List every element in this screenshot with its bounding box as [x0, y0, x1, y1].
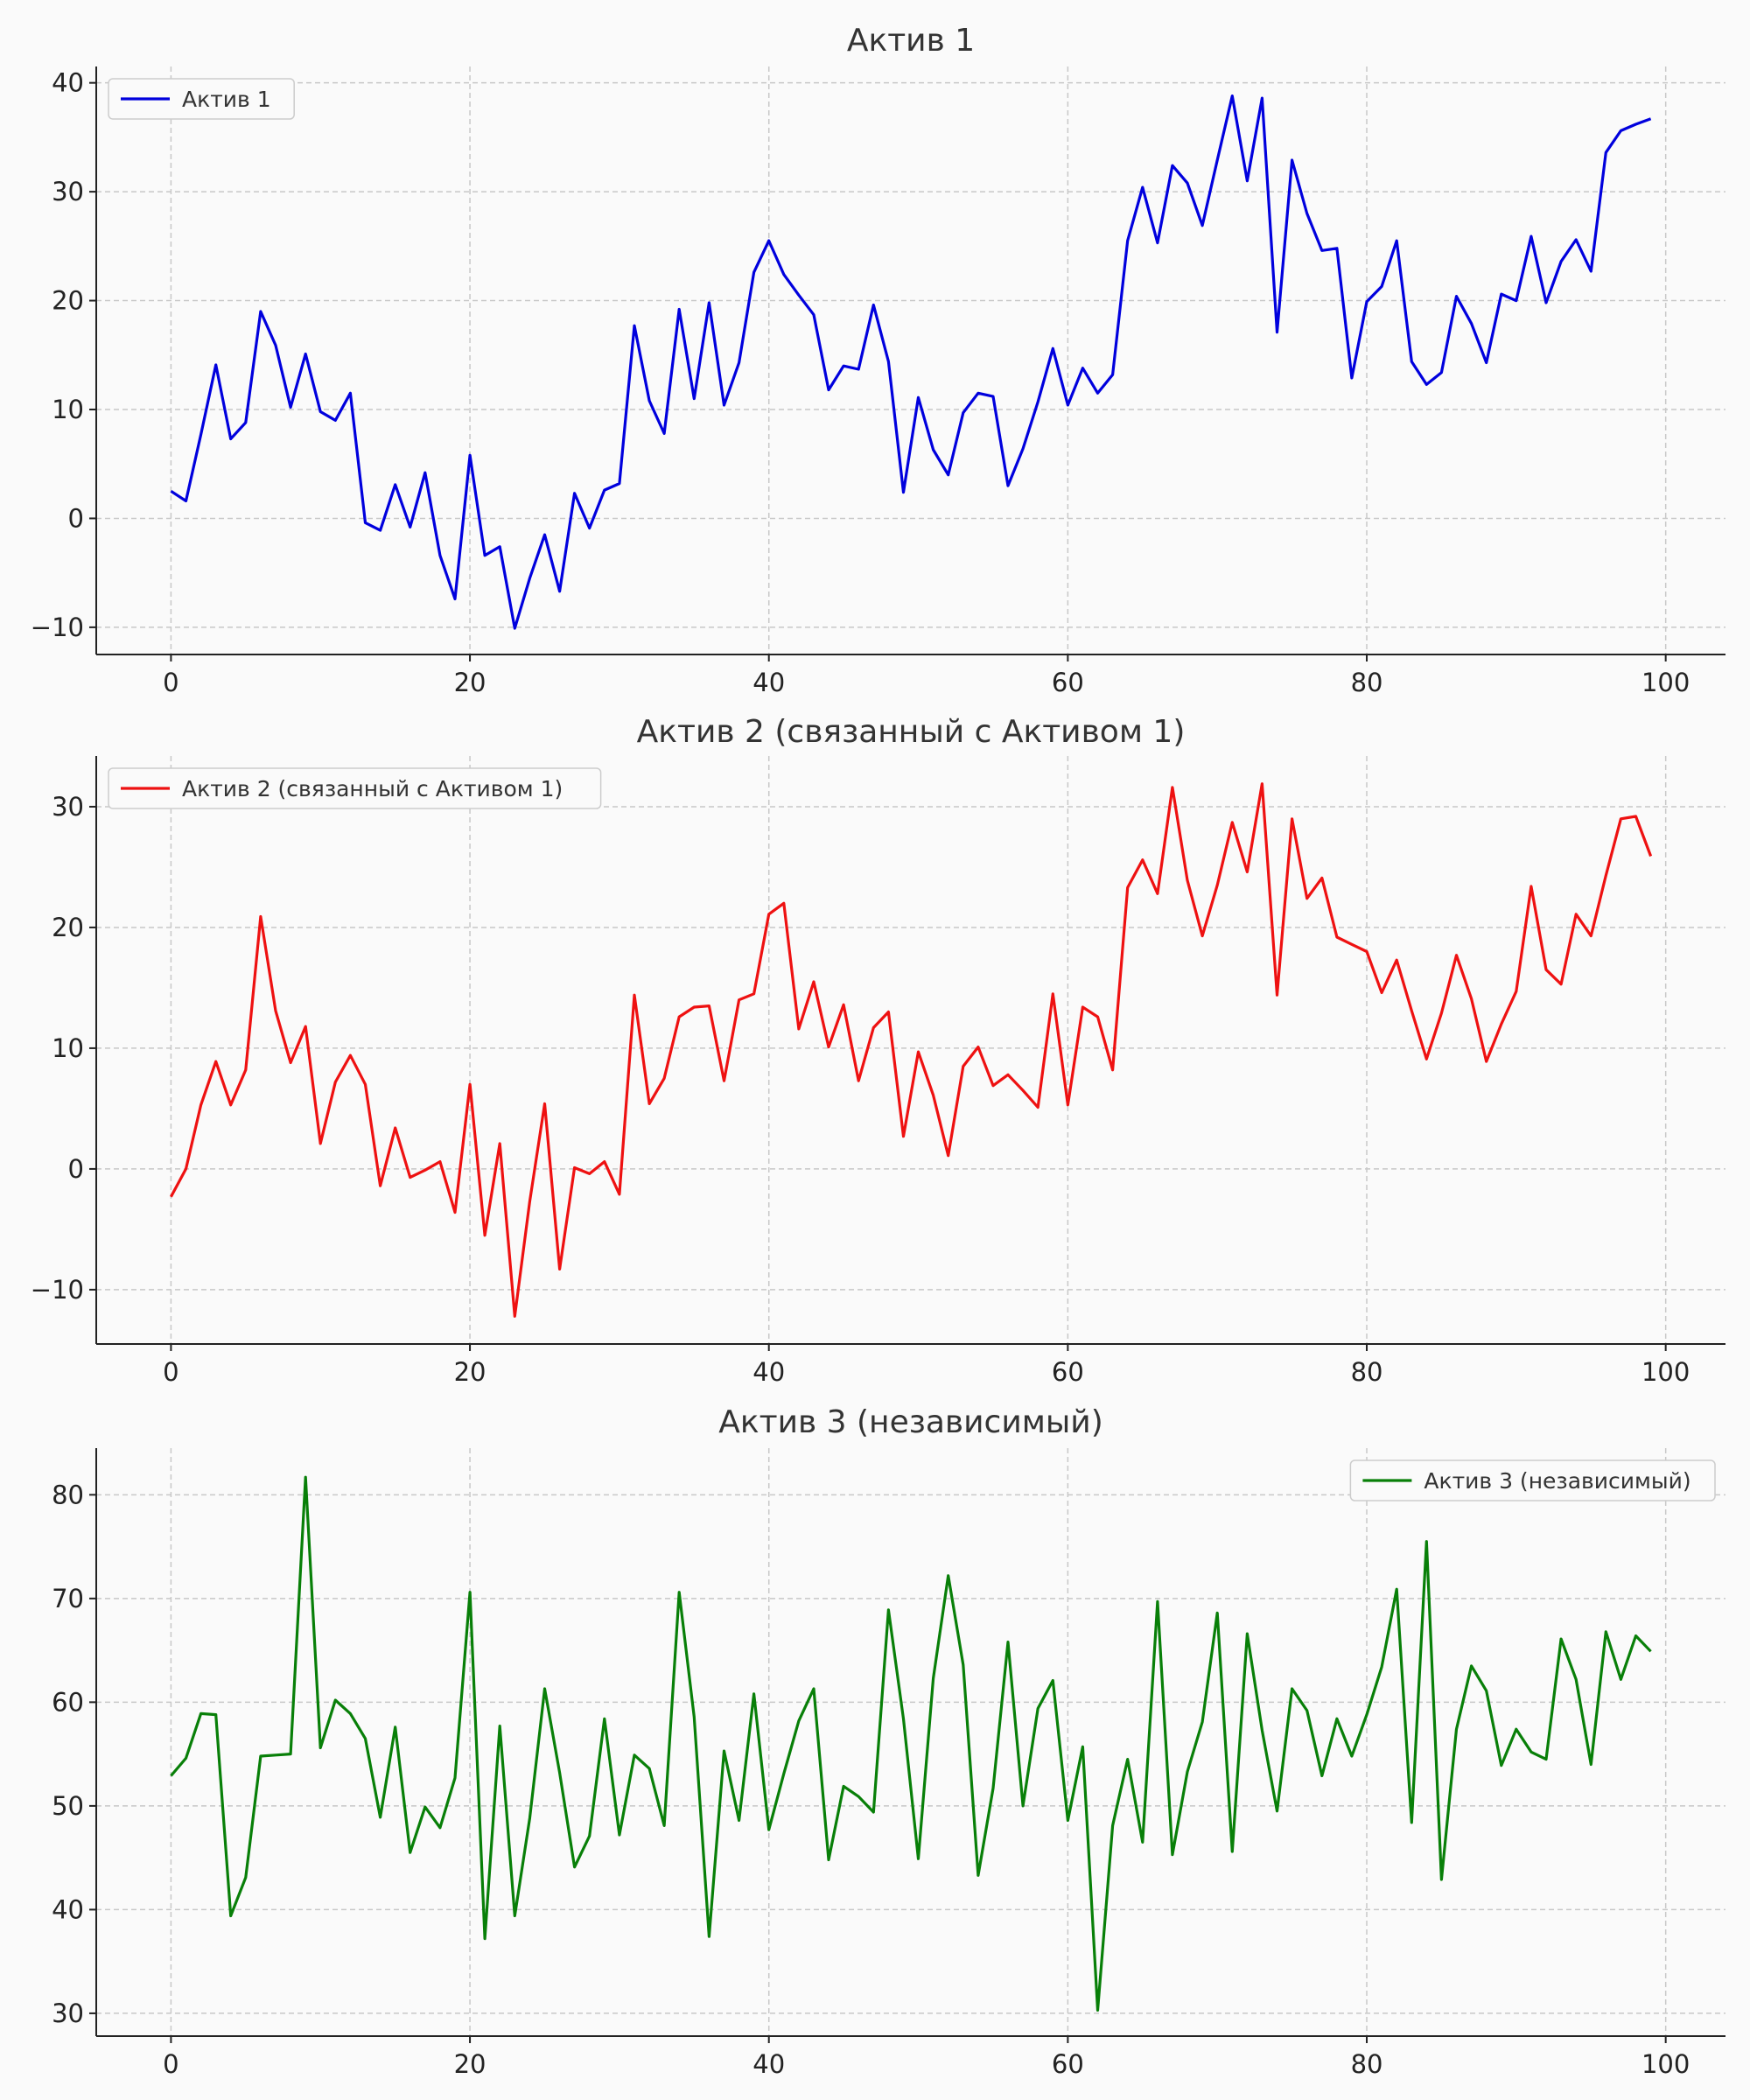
grid-lines — [96, 66, 1726, 654]
x-tick-label: 100 — [1642, 2049, 1690, 2079]
chart-title: Актив 1 — [847, 23, 975, 59]
y-tick-label: 40 — [52, 68, 84, 98]
y-tick-label: 20 — [52, 286, 84, 316]
y-tick-label: 30 — [52, 1998, 84, 2028]
y-tick-label: 60 — [52, 1687, 84, 1717]
y-tick-label: 10 — [52, 1033, 84, 1063]
y-tick-label: 20 — [52, 913, 84, 942]
x-tick-label: 100 — [1642, 668, 1690, 697]
y-tick-label: 10 — [52, 395, 84, 424]
x-tick-label: 0 — [163, 2049, 178, 2079]
x-tick-label: 20 — [454, 2049, 486, 2079]
chart-title: Актив 3 (независимый) — [718, 1404, 1103, 1440]
legend: Актив 3 (независимый) — [1349, 1460, 1716, 1502]
legend-box — [108, 767, 602, 809]
legend: Актив 2 (связанный с Активом 1) — [108, 767, 602, 809]
x-tick-label: 80 — [1351, 2049, 1383, 2079]
x-tick-label: 40 — [752, 668, 785, 697]
x-tick-label: 0 — [163, 1357, 178, 1387]
x-tick-label: 20 — [454, 1357, 486, 1387]
series-points — [171, 783, 1651, 1317]
chart-panel-3: Актив 3 (независимый) 0 20 40 60 80 100 30 40 50… — [52, 1404, 1726, 2079]
y-tick-label: 30 — [52, 177, 84, 206]
x-tick-label: 0 — [163, 668, 178, 697]
y-tick-label: 40 — [52, 1894, 84, 1924]
y-tick-label: 0 — [68, 503, 84, 533]
y-tick-label: −10 — [31, 1275, 84, 1305]
x-tick-label: 60 — [1052, 1357, 1084, 1387]
legend-label: Актив 2 (связанный с Активом 1) — [182, 776, 563, 802]
y-tick-label: 70 — [52, 1584, 84, 1614]
chart-panel-2: Актив 2 (связанный с Активом 1) 0 20 40 60 8… — [31, 714, 1726, 1387]
legend-box — [108, 78, 295, 120]
legend-label: Актив 3 (независимый) — [1424, 1468, 1690, 1494]
series-line — [170, 94, 1652, 630]
chart-title: Актив 2 (связанный с Активом 1) — [637, 714, 1186, 750]
y-tick-label: −10 — [31, 612, 84, 642]
series-points — [171, 95, 1651, 629]
y-tick-label: 80 — [52, 1480, 84, 1509]
legend: Актив 1 — [108, 78, 295, 120]
x-tick-label: 20 — [454, 668, 486, 697]
legend-label: Актив 1 — [182, 87, 271, 112]
x-tick-label: 60 — [1052, 2049, 1084, 2079]
series-line — [170, 1475, 1652, 2012]
x-tick-label: 80 — [1351, 668, 1383, 697]
x-tick-label: 60 — [1052, 668, 1084, 697]
x-tick-label: 40 — [752, 2049, 785, 2079]
y-tick-label: 50 — [52, 1791, 84, 1821]
x-tick-label: 40 — [752, 1357, 785, 1387]
y-tick-label: 0 — [68, 1154, 84, 1184]
y-tick-label: 30 — [52, 792, 84, 822]
series-line — [169, 782, 1653, 1318]
series-points — [171, 1477, 1651, 2011]
legend-box — [1349, 1460, 1716, 1502]
x-tick-label: 100 — [1642, 1357, 1690, 1387]
x-tick-label: 80 — [1351, 1357, 1383, 1387]
chart-panel-1: Актив 1 0 20 40 60 80 100 −10 0 10 20 30 40 Актив 1 — [31, 23, 1726, 697]
